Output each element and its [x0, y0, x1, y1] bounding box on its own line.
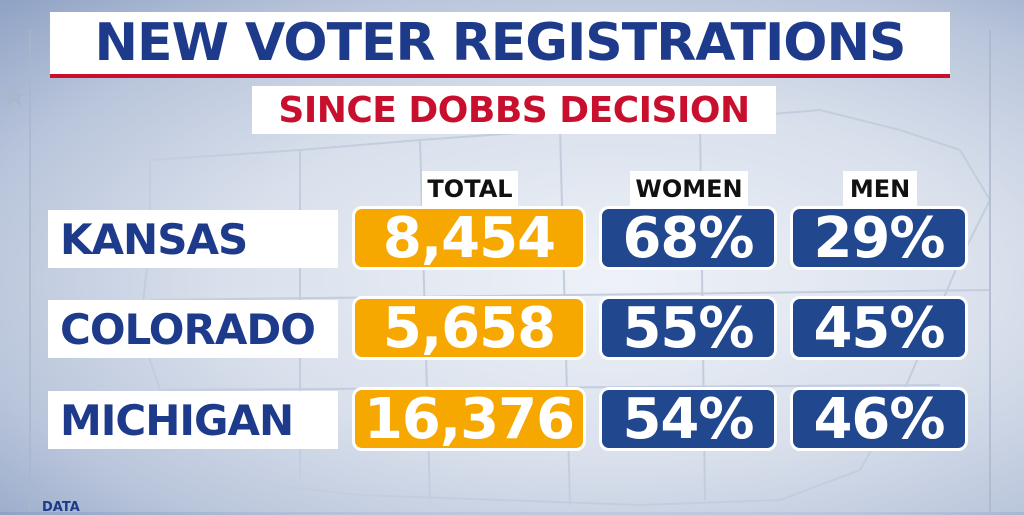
star-icon: [2, 84, 26, 107]
men-cell-colorado: 45%: [790, 296, 968, 361]
row-label-michigan: MICHIGAN: [48, 391, 338, 449]
page-subtitle: SINCE DOBBS DECISION: [278, 89, 750, 131]
women-cell-colorado: 55%: [599, 296, 777, 361]
row-label-kansas: KANSAS: [48, 210, 338, 268]
column-header-women: WOMEN: [630, 171, 748, 207]
row-label-colorado: COLORADO: [48, 300, 338, 358]
total-cell-kansas: 8,454: [352, 206, 586, 271]
women-cell-michigan: 54%: [599, 387, 777, 452]
subtitle-banner: SINCE DOBBS DECISION: [252, 86, 776, 134]
men-cell-kansas: 29%: [790, 206, 968, 271]
total-cell-colorado: 5,658: [352, 296, 586, 361]
column-header-men: MEN: [843, 171, 917, 207]
total-cell-michigan: 16,376: [352, 387, 586, 452]
women-cell-kansas: 68%: [599, 206, 777, 271]
column-header-total: TOTAL: [422, 171, 518, 207]
title-banner: NEW VOTER REGISTRATIONS: [50, 12, 950, 78]
men-cell-michigan: 46%: [790, 387, 968, 452]
page-title: NEW VOTER REGISTRATIONS: [94, 13, 907, 73]
source-label: DATA: [42, 500, 80, 515]
